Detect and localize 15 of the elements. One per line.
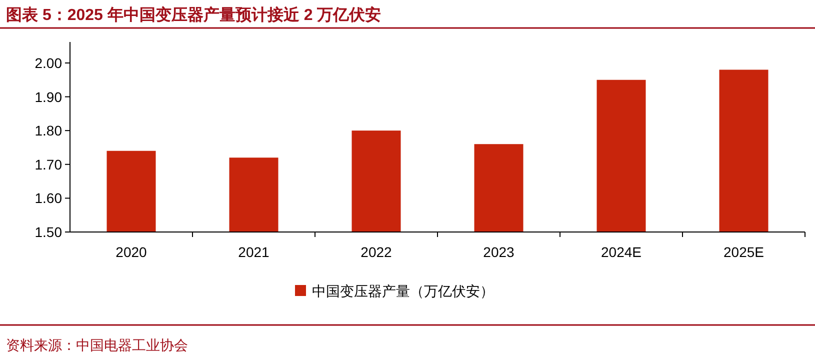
text: 资料来源：中国电器工业协会 bbox=[6, 338, 188, 354]
y-tick-label: 1.50 bbox=[34, 224, 62, 240]
y-tick-label: 2.00 bbox=[34, 54, 62, 71]
y-tick-label: 1.60 bbox=[34, 190, 62, 206]
x-tick-label: 2020 bbox=[116, 244, 148, 260]
x-tick-label: 2023 bbox=[483, 244, 515, 260]
y-tick-label: 1.70 bbox=[34, 156, 62, 172]
x-tick-label: 2025E bbox=[724, 244, 764, 260]
y-tick-label: 1.80 bbox=[34, 122, 62, 139]
legend-label: 中国变压器产量（万亿伏安） bbox=[312, 283, 494, 299]
title: 图表 5：2025 年中国变压器产量预计接近 2 万亿伏安 bbox=[6, 7, 382, 24]
x-tick-label: 2021 bbox=[238, 244, 270, 260]
x-tick-label: 2022 bbox=[360, 244, 392, 260]
x-tick-label: 2024E bbox=[601, 244, 642, 260]
y-tick-label: 1.90 bbox=[34, 88, 62, 105]
